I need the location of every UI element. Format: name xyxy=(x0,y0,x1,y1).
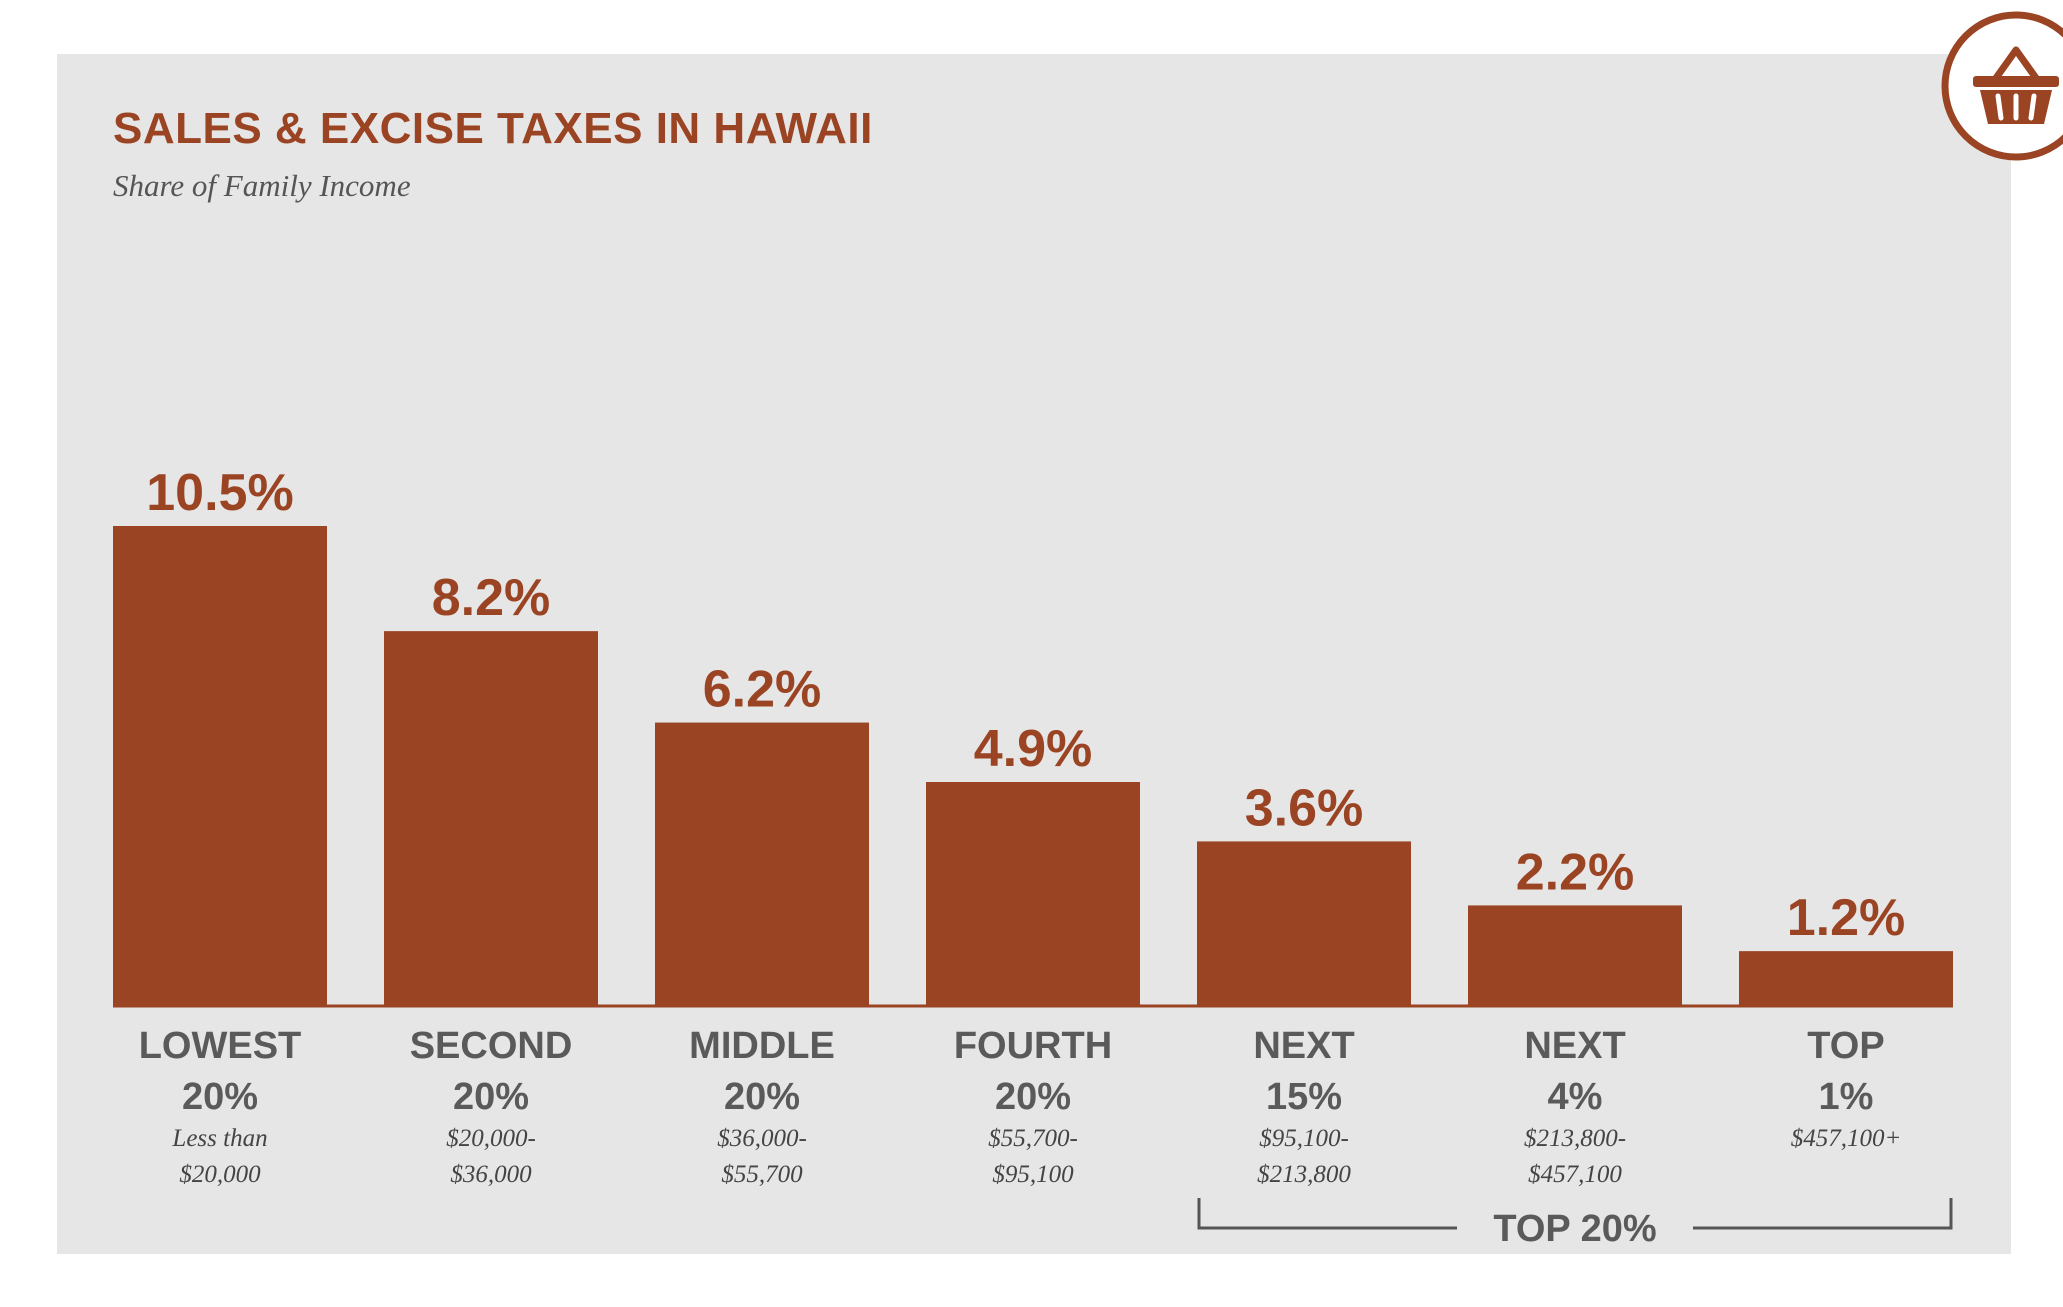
income-range-label-7: $457,100+ xyxy=(1791,1125,1902,1152)
category-label-1: 20% xyxy=(182,1076,258,1118)
income-range-label-4: $55,700- xyxy=(988,1125,1078,1152)
value-label-6: 2.2% xyxy=(1516,843,1635,901)
value-label-1: 10.5% xyxy=(146,464,293,522)
value-label-4: 4.9% xyxy=(974,720,1093,778)
category-label-4: FOURTH xyxy=(954,1025,1112,1067)
category-label-5: NEXT xyxy=(1253,1025,1354,1067)
group-bracket-label: TOP 20% xyxy=(1493,1208,1656,1250)
chart-subtitle: Share of Family Income xyxy=(113,168,411,203)
income-range-label-6: $457,100 xyxy=(1528,1161,1622,1188)
income-range-label-2: $20,000- xyxy=(446,1125,536,1152)
category-label-2: 20% xyxy=(453,1076,529,1118)
bar-3 xyxy=(655,722,869,1006)
category-label-7: TOP xyxy=(1807,1025,1884,1067)
category-label-1: LOWEST xyxy=(139,1025,302,1067)
chart-title: SALES & EXCISE TAXES IN HAWAII xyxy=(113,104,873,153)
bar-5 xyxy=(1197,841,1411,1006)
income-range-label-4: $95,100 xyxy=(992,1161,1074,1188)
value-label-7: 1.2% xyxy=(1787,889,1906,947)
chart-panel xyxy=(57,54,2011,1254)
category-label-2: SECOND xyxy=(410,1025,573,1067)
group-bracket-right xyxy=(1693,1198,1953,1230)
category-label-6: 4% xyxy=(1548,1076,1603,1118)
bar-4 xyxy=(926,782,1140,1006)
shopping-basket-icon xyxy=(1941,11,2063,161)
income-range-label-2: $36,000 xyxy=(450,1161,532,1188)
category-label-4: 20% xyxy=(995,1076,1071,1118)
category-label-5: 15% xyxy=(1266,1076,1342,1118)
value-label-5: 3.6% xyxy=(1245,779,1364,837)
income-range-label-3: $55,700 xyxy=(721,1161,803,1188)
income-range-label-1: Less than xyxy=(171,1125,267,1152)
value-label-3: 6.2% xyxy=(703,661,822,719)
value-label-2: 8.2% xyxy=(432,569,551,627)
income-range-label-1: $20,000 xyxy=(179,1161,261,1188)
income-range-label-3: $36,000- xyxy=(717,1125,807,1152)
bar-2 xyxy=(384,631,598,1006)
income-range-label-6: $213,800- xyxy=(1524,1125,1626,1152)
category-label-3: MIDDLE xyxy=(689,1025,835,1067)
category-label-6: NEXT xyxy=(1524,1025,1625,1067)
bar-1 xyxy=(113,526,327,1006)
income-range-label-5: $95,100- xyxy=(1259,1125,1349,1152)
category-label-7: 1% xyxy=(1819,1076,1874,1118)
group-bracket-left xyxy=(1197,1198,1457,1230)
income-range-label-5: $213,800 xyxy=(1257,1161,1351,1188)
bar-6 xyxy=(1468,905,1682,1006)
category-label-3: 20% xyxy=(724,1076,800,1118)
bar-7 xyxy=(1739,951,1953,1006)
